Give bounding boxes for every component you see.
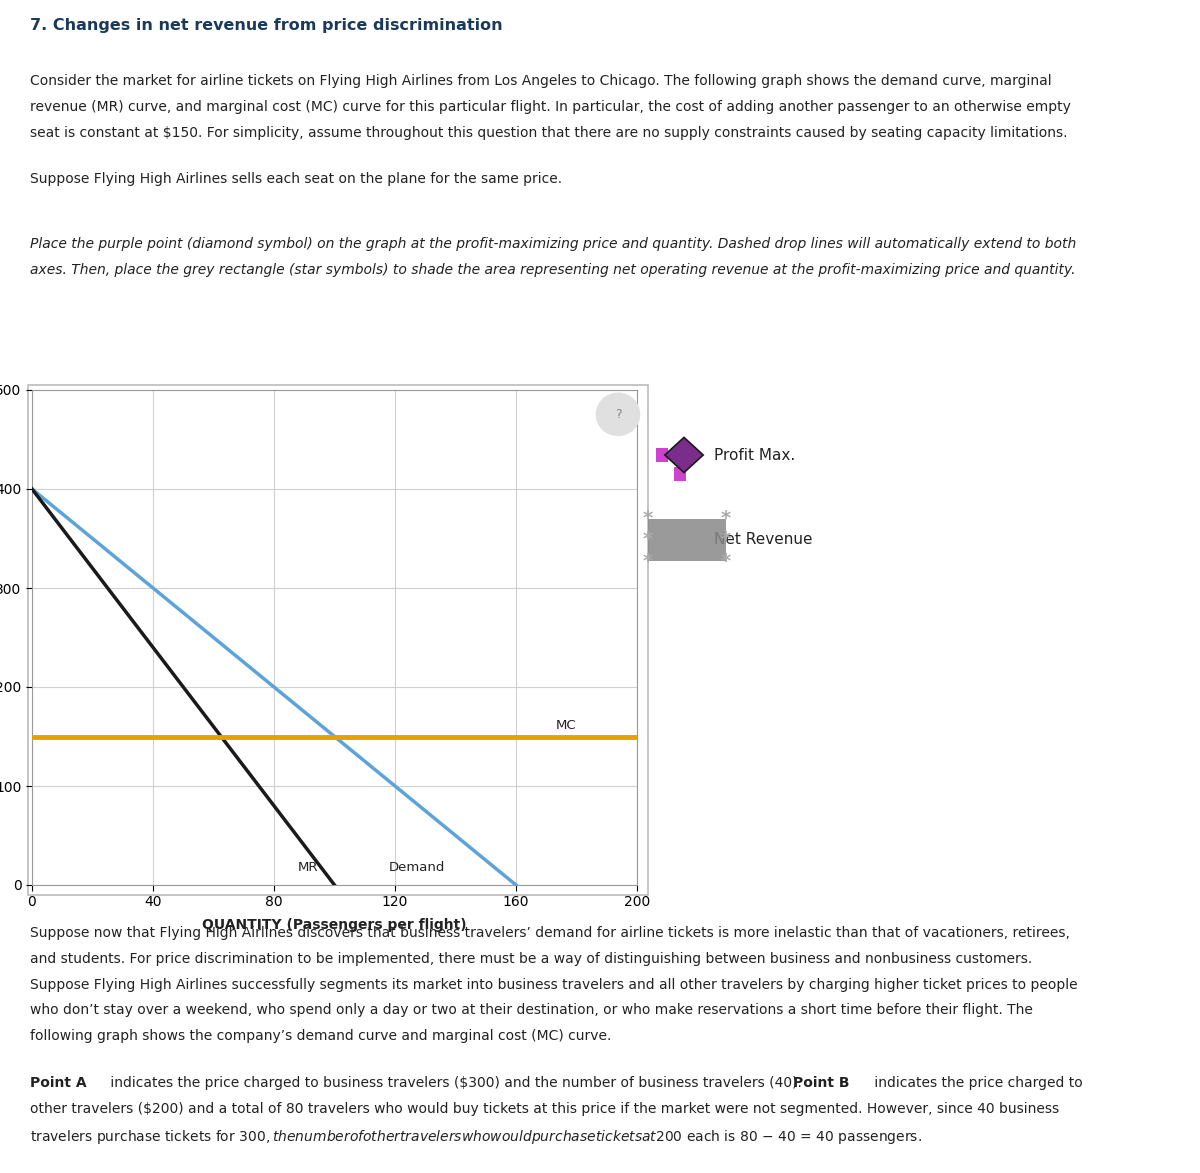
Text: indicates the price charged to business travelers ($300) and the number of busin: indicates the price charged to business … xyxy=(106,1076,806,1090)
Text: Suppose now that Flying High Airlines discovers that business travelers’ demand : Suppose now that Flying High Airlines di… xyxy=(30,925,1070,940)
Text: Place the purple point (diamond symbol) on the graph at the profit-maximizing pr: Place the purple point (diamond symbol) … xyxy=(30,237,1076,251)
Text: following graph shows the company’s demand curve and marginal cost (MC) curve.: following graph shows the company’s dema… xyxy=(30,1029,611,1043)
Text: Suppose Flying High Airlines sells each seat on the plane for the same price.: Suppose Flying High Airlines sells each … xyxy=(30,172,562,187)
Text: Net Revenue: Net Revenue xyxy=(714,533,812,548)
Text: and students. For price discrimination to be implemented, there must be a way of: and students. For price discrimination t… xyxy=(30,951,1032,965)
Text: Suppose Flying High Airlines successfully segments its market into business trav: Suppose Flying High Airlines successfull… xyxy=(30,977,1078,991)
Text: *: * xyxy=(643,530,653,549)
Text: axes. Then, place the grey rectangle (star symbols) to shade the area representi: axes. Then, place the grey rectangle (st… xyxy=(30,263,1075,277)
Text: other travelers ($200) and a total of 80 travelers who would buy tickets at this: other travelers ($200) and a total of 80… xyxy=(30,1101,1060,1116)
Text: travelers purchase tickets for $300, the number of other travelers who would pur: travelers purchase tickets for $300, the… xyxy=(30,1127,922,1146)
X-axis label: QUANTITY (Passengers per flight): QUANTITY (Passengers per flight) xyxy=(202,917,467,931)
Text: Consider the market for airline tickets on Flying High Airlines from Los Angeles: Consider the market for airline tickets … xyxy=(30,74,1051,88)
Text: *: * xyxy=(721,530,731,549)
Text: seat is constant at $150. For simplicity, assume throughout this question that t: seat is constant at $150. For simplicity… xyxy=(30,126,1068,140)
Text: *: * xyxy=(643,509,653,528)
Text: MC: MC xyxy=(556,719,576,732)
Text: Profit Max.: Profit Max. xyxy=(714,448,796,462)
Text: *: * xyxy=(721,551,731,570)
Text: Point B: Point B xyxy=(793,1076,850,1090)
Text: ?: ? xyxy=(614,408,622,421)
Text: Demand: Demand xyxy=(389,861,445,874)
Text: indicates the price charged to: indicates the price charged to xyxy=(870,1076,1082,1090)
Text: *: * xyxy=(643,551,653,570)
Text: *: * xyxy=(721,509,731,528)
Text: revenue (MR) curve, and marginal cost (MC) curve for this particular flight. In : revenue (MR) curve, and marginal cost (M… xyxy=(30,100,1070,114)
Text: 7. Changes in net revenue from price discrimination: 7. Changes in net revenue from price dis… xyxy=(30,18,503,33)
Text: who don’t stay over a weekend, who spend only a day or two at their destination,: who don’t stay over a weekend, who spend… xyxy=(30,1003,1033,1017)
Text: Point A: Point A xyxy=(30,1076,86,1090)
Text: MR: MR xyxy=(298,861,319,874)
